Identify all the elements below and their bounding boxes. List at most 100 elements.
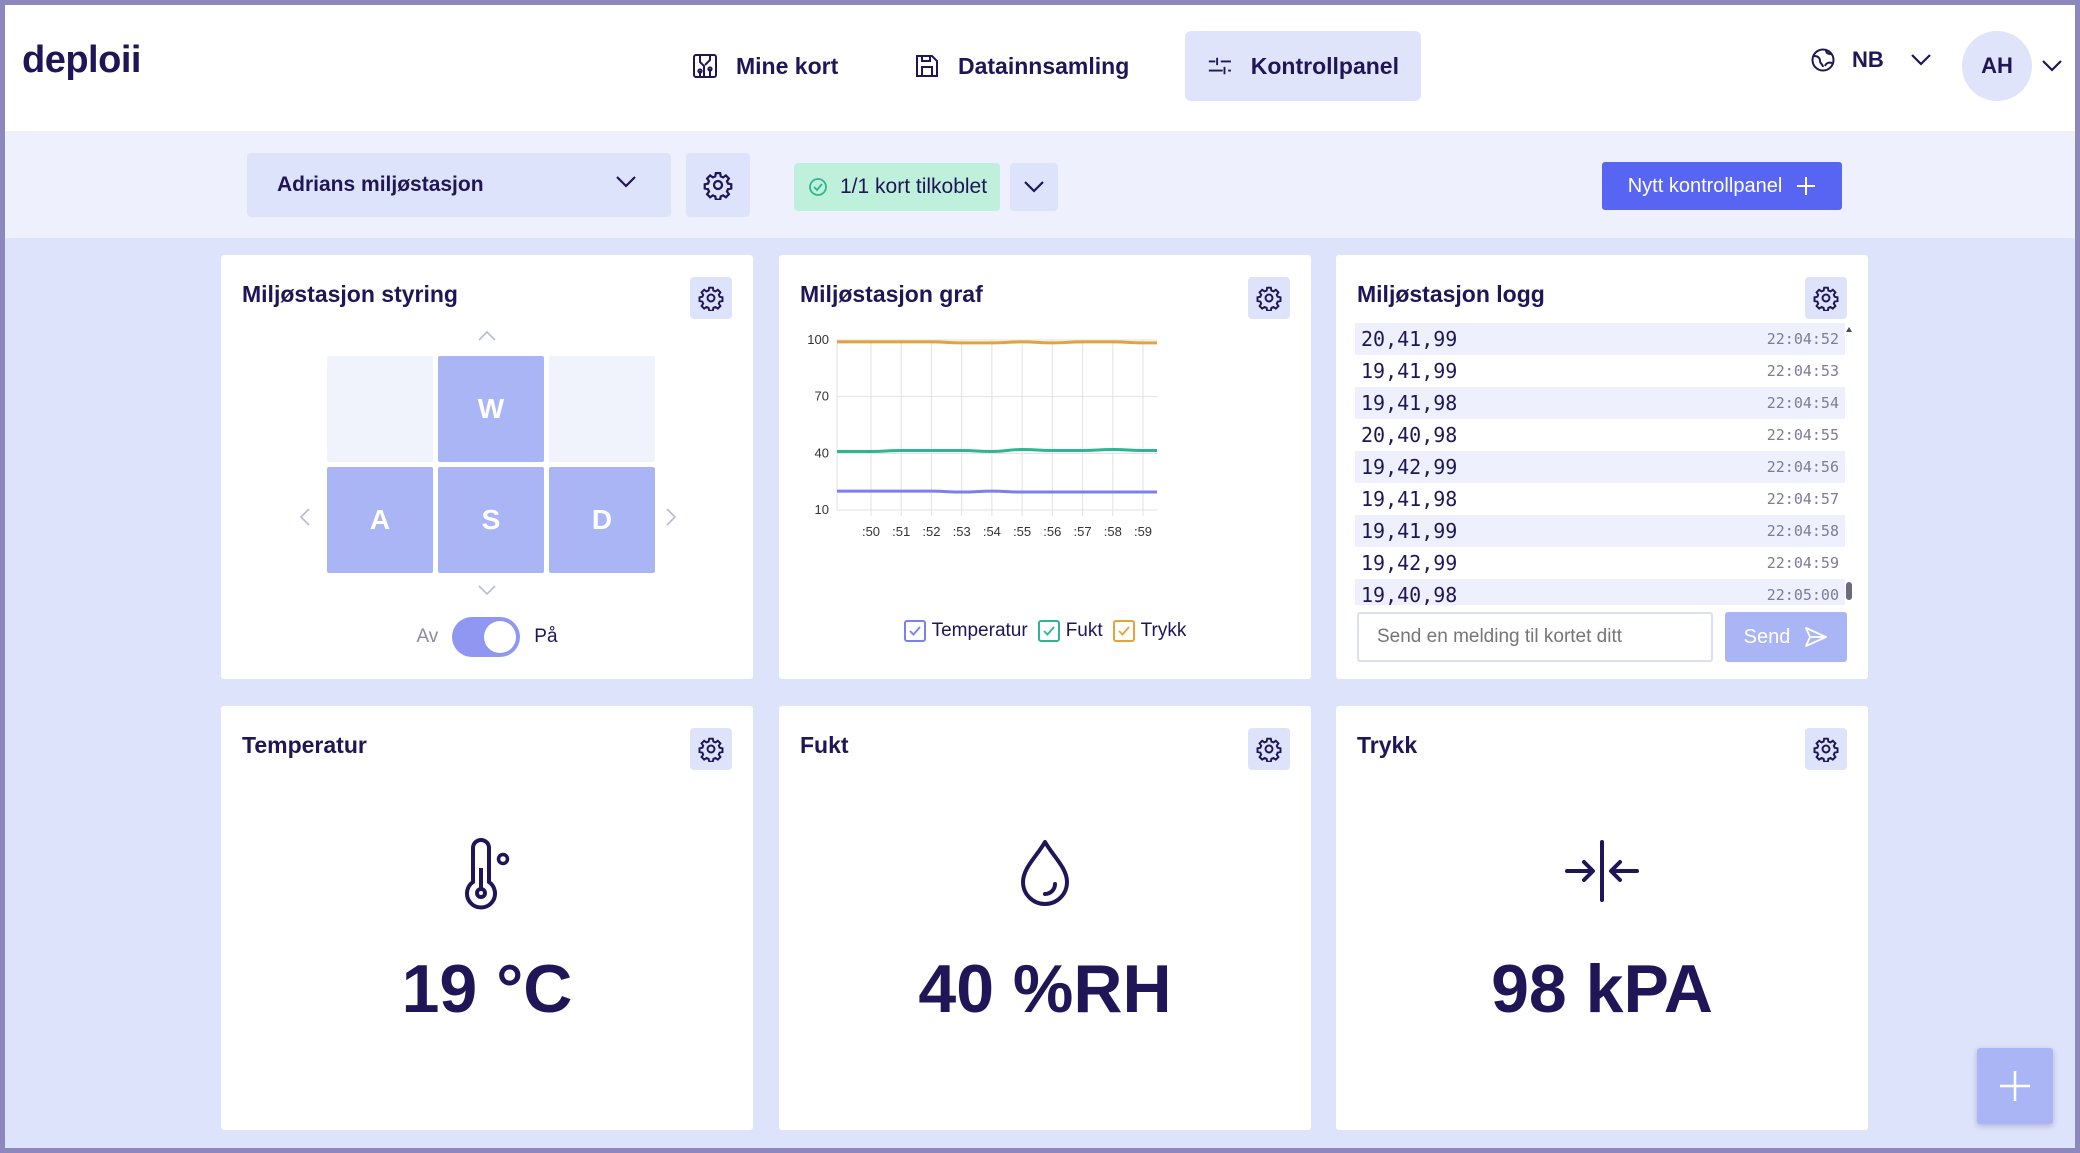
widget-title: Miljøstasjon logg (1357, 281, 1545, 307)
widget-settings-button[interactable] (690, 277, 732, 319)
log-value: 19,41,99 (1361, 359, 1458, 383)
widget-settings-button[interactable] (1805, 728, 1847, 770)
log-row: 19,41,99 22:04:58 (1355, 515, 1845, 547)
chevron-down-icon (1911, 54, 1931, 66)
x-tick-label: :57 (1074, 524, 1092, 539)
control-widget: Miljøstasjon styring W A S D Av På (221, 255, 753, 679)
widget-settings-button[interactable] (1805, 277, 1847, 319)
plus-icon (2000, 1071, 2030, 1101)
sliders-icon (1208, 57, 1231, 75)
widget-title: Miljøstasjon styring (242, 281, 458, 307)
log-value: 19,40,98 (1361, 583, 1458, 605)
logo[interactable]: deploii (22, 39, 141, 81)
log-time: 22:05:00 (1766, 586, 1839, 604)
x-tick-label: :51 (892, 524, 910, 539)
humidity-widget: Fukt 40 %RH (779, 706, 1311, 1130)
nav-label: Kontrollpanel (1250, 52, 1399, 79)
log-row: 20,41,99 22:04:52 (1355, 323, 1845, 355)
log-value: 19,42,99 (1361, 551, 1458, 575)
legend-label: Fukt (1065, 620, 1103, 641)
log-time: 22:04:52 (1766, 330, 1839, 348)
send-label: Send (1743, 625, 1791, 648)
y-tick-label: 70 (815, 389, 829, 404)
key-d[interactable]: D (549, 467, 655, 573)
widget-title: Trykk (1357, 732, 1418, 758)
log-time: 22:04:57 (1766, 490, 1839, 508)
avatar[interactable]: AH (1962, 31, 2032, 101)
chevron-down-icon[interactable] (2041, 59, 2063, 73)
series-line-temperatur (836, 489, 1157, 494)
graph-widget: Miljøstasjon graf 100 70 40 10:50:51:52:53:… (779, 255, 1311, 679)
legend-label: Trykk (1140, 620, 1187, 641)
log-time: 22:04:56 (1766, 458, 1839, 476)
x-tick-label: :54 (983, 524, 1001, 539)
pressure-arrows-icon (1336, 838, 1868, 904)
x-tick-label: :50 (862, 524, 880, 539)
message-input[interactable] (1357, 612, 1713, 662)
legend-label: Temperatur (931, 620, 1028, 641)
pressure-widget: Trykk 98 kPA (1336, 706, 1868, 1130)
nav-datainnsamling[interactable]: Datainnsamling (892, 31, 1151, 101)
widget-title: Temperatur (242, 732, 367, 758)
x-tick-label: :52 (922, 524, 940, 539)
save-icon (916, 55, 938, 77)
x-tick-label: :53 (953, 524, 971, 539)
log-row: 19,40,98 22:05:00 (1355, 579, 1845, 605)
gear-icon (1256, 737, 1282, 762)
nav-mine-kort[interactable]: Mine kort (670, 31, 860, 101)
droplet-icon (779, 838, 1311, 908)
gear-icon (698, 737, 724, 762)
legend-item-temperatur[interactable]: Temperatur (903, 620, 1028, 642)
temperature-widget: Temperatur 19 °C (221, 706, 753, 1130)
humidity-value: 40 %RH (918, 951, 1172, 1027)
chart-legend: Temperatur Fukt Trykk (779, 620, 1311, 642)
power-toggle-row: Av På (221, 617, 753, 657)
send-button[interactable]: Send (1725, 612, 1847, 662)
station-select[interactable]: Adrians miljøstasjon (247, 153, 671, 217)
log-value: 19,41,98 (1361, 391, 1458, 415)
plus-icon (1797, 177, 1816, 195)
top-navigation-bar: deploii Mine kort Datainnsamling Kontrol… (5, 5, 2075, 131)
log-widget: Miljøstasjon logg 20,41,99 22:04:52 19,41… (1336, 255, 1868, 679)
log-row: 20,40,98 22:04:55 (1355, 419, 1845, 451)
new-control-panel-button[interactable]: Nytt kontrollpanel (1602, 162, 1842, 210)
language-selector[interactable]: NB (1810, 47, 1932, 73)
add-widget-button[interactable] (1977, 1048, 2053, 1124)
pressure-value: 98 kPA (1491, 951, 1713, 1027)
legend-item-fukt[interactable]: Fukt (1037, 620, 1103, 642)
chevron-up-icon (478, 330, 496, 341)
station-settings-button[interactable] (686, 153, 750, 217)
gear-icon (698, 286, 724, 311)
key-w[interactable]: W (438, 356, 544, 462)
checkbox-checked-icon (1112, 620, 1135, 642)
legend-item-trykk[interactable]: Trykk (1112, 620, 1187, 642)
log-value: 19,42,99 (1361, 455, 1458, 479)
station-select-value: Adrians miljøstasjon (277, 173, 484, 196)
log-time: 22:04:55 (1766, 426, 1839, 444)
check-circle-icon (809, 178, 827, 196)
log-row: 19,41,99 22:04:53 (1355, 355, 1845, 387)
thermometer-icon (221, 838, 753, 910)
checkbox-checked-icon (903, 620, 926, 642)
widget-settings-button[interactable] (690, 728, 732, 770)
circuit-board-icon (693, 54, 717, 78)
log-value: 20,41,99 (1361, 327, 1458, 351)
nav-kontrollpanel[interactable]: Kontrollpanel (1185, 31, 1421, 101)
log-value: 20,40,98 (1361, 423, 1458, 447)
dashboard-toolbar: Adrians miljøstasjon 1/1 kort tilkoblet … (5, 131, 2075, 238)
widget-settings-button[interactable] (1248, 277, 1290, 319)
x-tick-label: :56 (1043, 524, 1061, 539)
log-list[interactable]: 20,41,99 22:04:52 19,41,99 22:04:53 19,41,… (1355, 323, 1845, 605)
widget-title: Miljøstasjon graf (800, 281, 983, 307)
y-tick-label: 40 (815, 445, 829, 460)
key-s[interactable]: S (438, 467, 544, 573)
key-a[interactable]: A (327, 467, 433, 573)
connection-dropdown-button[interactable] (1010, 163, 1058, 211)
key-empty-left (327, 356, 433, 462)
x-tick-label: :59 (1134, 524, 1152, 539)
widget-title: Fukt (800, 732, 849, 758)
power-toggle[interactable] (452, 617, 521, 657)
log-scrollbar[interactable] (1845, 327, 1853, 607)
widget-settings-button[interactable] (1248, 728, 1290, 770)
